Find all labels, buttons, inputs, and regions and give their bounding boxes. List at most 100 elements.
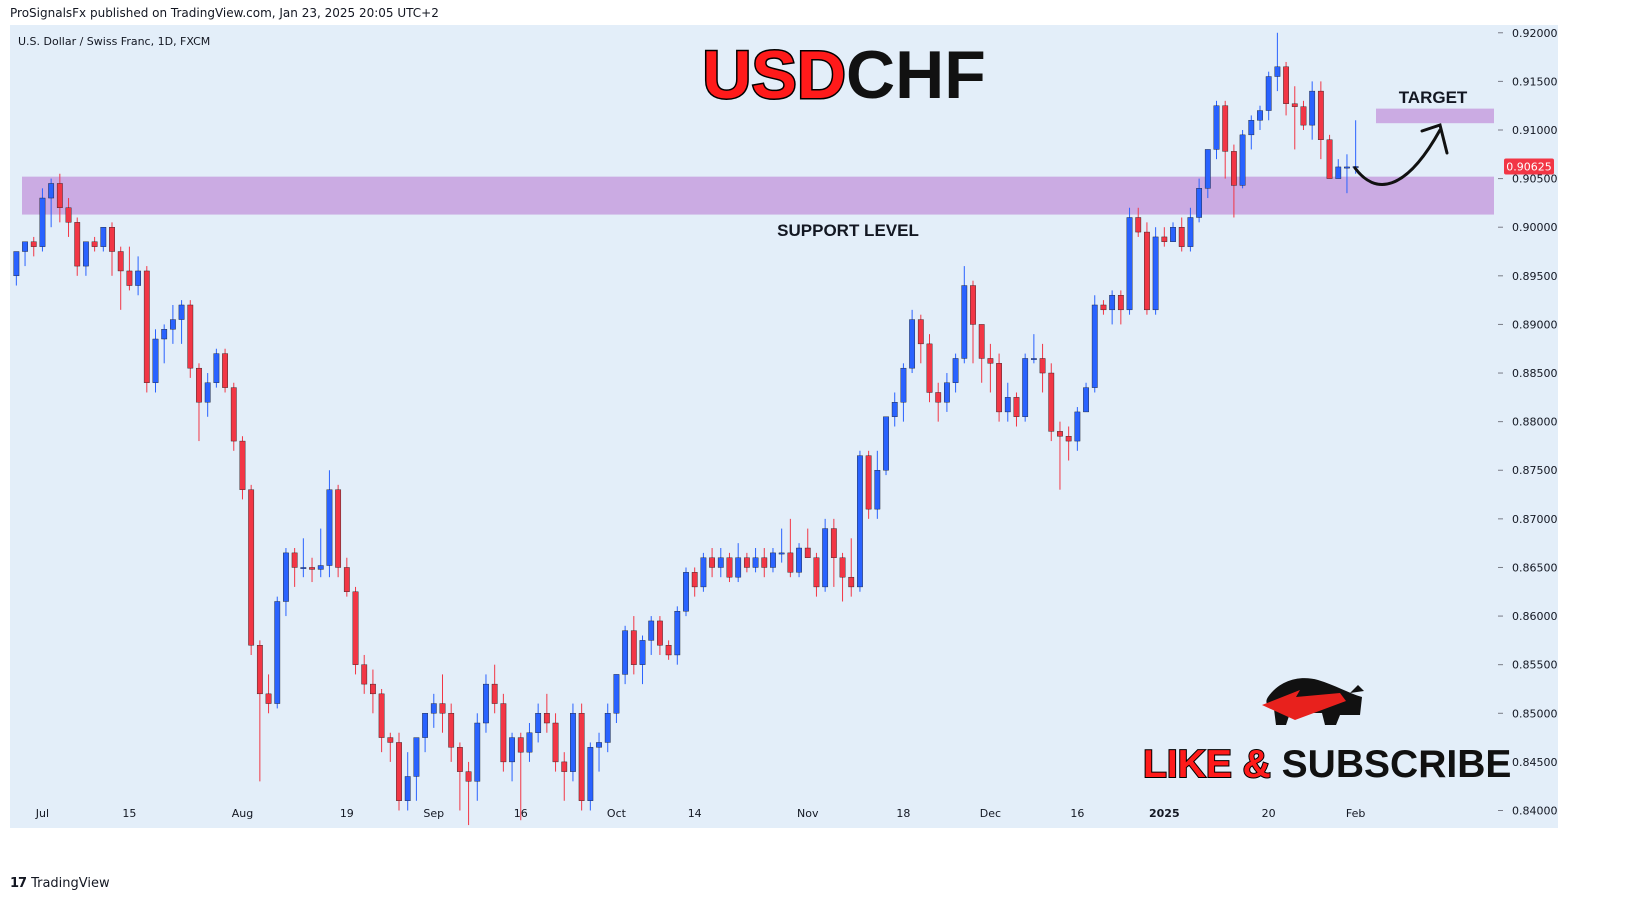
time-tick-label: 19	[340, 807, 354, 820]
candle-body	[22, 241, 28, 252]
tradingview-brand: TradingView	[31, 876, 110, 891]
candle-body	[891, 401, 898, 417]
price-tick-label: 0.87500	[1512, 464, 1558, 477]
candle-body	[256, 645, 263, 695]
candle-body	[143, 270, 150, 383]
candle-body	[1004, 397, 1011, 413]
candle-body	[491, 683, 498, 704]
candle-body	[804, 547, 811, 558]
price-tick-label: 0.86000	[1512, 610, 1558, 623]
time-tick-label: 15	[122, 807, 136, 820]
candle-body	[13, 251, 20, 277]
candle-body	[309, 567, 315, 570]
candle-body	[1196, 188, 1203, 218]
candle-body	[1065, 436, 1072, 442]
candle-body	[352, 591, 359, 665]
candle-body	[439, 703, 446, 714]
candle-body	[700, 557, 707, 588]
price-tick-label: 0.88000	[1512, 416, 1558, 429]
price-tick-label: 0.91000	[1512, 124, 1558, 137]
candle-body	[970, 285, 976, 325]
candle-body	[1126, 217, 1133, 311]
candle-body	[152, 338, 159, 383]
candle-body	[813, 557, 820, 588]
time-tick-label: 16	[514, 807, 528, 820]
candle-body	[1231, 151, 1237, 186]
candle-body	[317, 565, 324, 570]
bull-logo-icon	[1262, 678, 1364, 725]
tradingview-footer[interactable]: 17 TradingView	[10, 876, 110, 891]
time-tick-label: Oct	[607, 807, 627, 820]
candle-body	[474, 722, 481, 782]
support-zone	[22, 176, 1494, 215]
time-tick-label: Nov	[797, 807, 819, 820]
candle-body	[1300, 106, 1307, 126]
candle-body	[978, 324, 985, 359]
candle-body	[1222, 105, 1229, 152]
support-level-label: SUPPORT LEVEL	[777, 221, 919, 240]
candle-body	[743, 557, 750, 568]
candle-body	[535, 713, 542, 733]
candle-body	[1039, 358, 1046, 374]
candle-body	[830, 528, 837, 558]
candle-body	[483, 683, 489, 724]
candle-body	[1135, 217, 1142, 233]
candle-body	[1248, 120, 1255, 136]
candle-body	[465, 771, 472, 782]
candle-body	[1213, 105, 1220, 150]
candle-body	[65, 207, 72, 223]
candle-body	[952, 358, 959, 383]
candle-body	[404, 776, 411, 801]
candle-body	[1317, 90, 1324, 140]
price-chart[interactable]: U.S. Dollar / Swiss Franc, 1D, FXCM 0.92…	[0, 25, 1643, 870]
time-tick-label: Dec	[980, 807, 1001, 820]
candle-body	[1022, 358, 1029, 417]
time-tick-label: Sep	[423, 807, 444, 820]
candle-body	[761, 557, 768, 568]
candle-body	[430, 703, 437, 714]
like-text: LIKE &	[1143, 743, 1282, 786]
candle-body	[543, 713, 550, 724]
candle-body	[239, 440, 246, 490]
candle-body	[265, 693, 272, 704]
candle-body	[639, 640, 646, 665]
candle-body	[517, 737, 524, 753]
candle-body	[1091, 304, 1098, 388]
candle-body	[100, 227, 107, 247]
candle-body	[178, 304, 185, 320]
candle-body	[1152, 236, 1159, 311]
candle-body	[326, 489, 333, 566]
candle-body	[448, 713, 455, 748]
candle-body	[630, 630, 637, 665]
candle-body	[1170, 227, 1176, 242]
candle-body	[248, 489, 255, 646]
price-tick-label: 0.87000	[1512, 513, 1558, 526]
projection-arrow	[1353, 128, 1442, 186]
candle-body	[1100, 304, 1107, 311]
candle-body	[926, 343, 933, 393]
time-tick-label: Jul	[35, 807, 49, 820]
price-axis: 0.92000 0.91500 0.91000 0.90500 0.90000 0.895…	[1498, 27, 1558, 818]
candle-body	[1265, 76, 1272, 111]
candle-body	[274, 601, 281, 704]
candle-body	[1178, 227, 1185, 247]
chart-title-usd: USD	[702, 37, 846, 113]
candle-body	[361, 664, 368, 685]
price-tick-label: 0.89500	[1512, 270, 1558, 283]
candle-body	[456, 747, 463, 772]
candle-body	[796, 547, 802, 573]
candle-body	[1309, 90, 1316, 126]
candle-body	[1144, 231, 1150, 311]
candle-body	[343, 567, 350, 592]
candle-body	[1239, 134, 1246, 186]
candle-body	[1291, 103, 1298, 107]
candle-body	[422, 713, 428, 738]
candle-body	[1161, 236, 1168, 242]
time-tick-label: Aug	[232, 807, 253, 820]
candle-body	[961, 285, 968, 359]
time-tick-label: 16	[1070, 807, 1084, 820]
candle-body	[500, 703, 507, 763]
candle-body	[935, 392, 942, 403]
price-tick-label: 0.86500	[1512, 561, 1558, 574]
candle-body	[335, 489, 342, 568]
